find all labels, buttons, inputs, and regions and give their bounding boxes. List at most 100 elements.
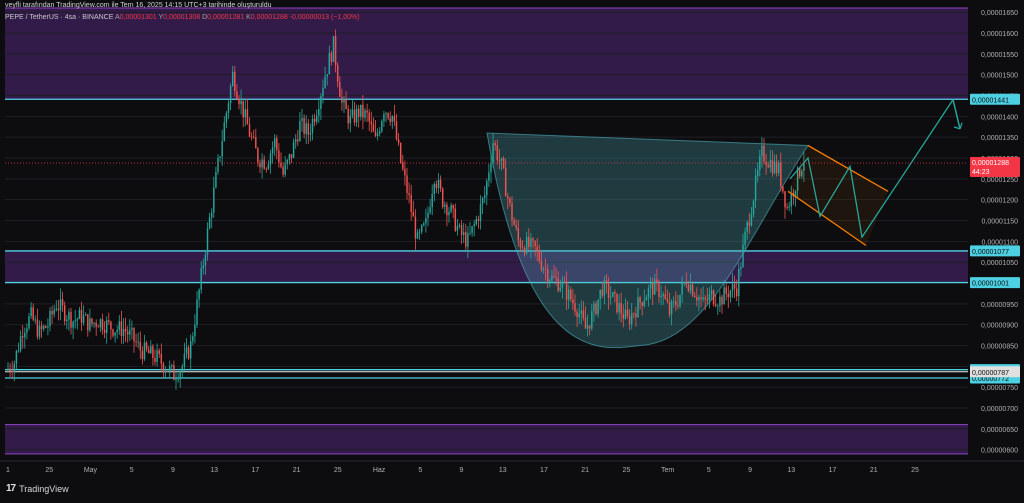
x-tick-label: 25 [911,467,919,474]
candle-body [381,121,383,132]
x-tick-label: 9 [171,467,175,474]
current-price-text: 0,00001288 [972,160,1009,167]
candle-body [492,143,494,163]
candle-body [731,284,734,291]
y-tick-label: 0,00001650 [981,10,1018,17]
candle-body [286,159,289,165]
candle-body [276,138,278,151]
candle-body [30,307,32,317]
candle-body [538,250,541,261]
candle-body [761,145,763,157]
candle-body [139,341,142,351]
candle-body [74,320,76,322]
candle-body [282,167,284,175]
candle-body [389,118,391,122]
candle-body [103,329,106,333]
candle-body [576,311,578,318]
candle-body [572,299,574,304]
candle-body [45,325,47,328]
candle-body [618,302,620,313]
candle-body [284,164,286,175]
candle-body [99,319,102,328]
candle-body [288,154,291,160]
candle-body [9,368,11,372]
candle-body [555,277,557,279]
candle-body [672,300,675,302]
candle-body [261,159,263,168]
candle-body [101,319,104,330]
candle-body [515,224,517,228]
candle-body [622,313,625,319]
candle-body [374,131,377,136]
candle-body [523,247,526,254]
candle-body [706,298,709,301]
candle-body [414,216,417,239]
candle-body [437,179,440,189]
candle-body [561,281,564,288]
candle-body [544,269,547,270]
candle-body [51,310,53,315]
y-tick-label: 0,00001550 [981,52,1018,59]
candle-body [147,349,150,354]
candle-body [679,294,681,307]
candle-body [651,283,654,295]
candle-body [425,218,427,224]
candle-body [475,219,478,225]
candle-body [290,154,293,158]
y-tick-label: 0,00001500 [981,73,1018,80]
candle-body [735,288,738,297]
candle-body [393,116,396,122]
candle-body [32,307,34,320]
candle-body [767,165,769,168]
current-price-bg [970,157,1020,177]
candle-body [28,316,30,329]
candle-body [444,204,446,207]
level-tag-1: 0,00001077 [970,245,1020,257]
candle-body [637,297,639,318]
candle-body [603,280,606,296]
candle-body [534,240,536,247]
candle-body [609,296,612,299]
high-label: Y [158,14,164,21]
candle-body [668,301,671,315]
candle-body [546,269,549,282]
tradingview-brand[interactable]: 17 TradingView [6,483,69,494]
candle-body [630,313,633,324]
candle-body [162,363,165,373]
candle-body [387,113,389,119]
candle-body [450,205,452,212]
candle-body [402,162,404,169]
candle-body [78,309,81,319]
candle-body [91,318,93,324]
projection-arrow-icon [952,99,963,130]
candle-body [500,158,503,161]
candle-body [418,231,421,233]
candle-body [513,220,515,225]
candle-body [158,350,160,354]
symbol-name[interactable]: PEPE / TetherUS · 4sa · BINANCE [5,14,114,21]
candle-body [217,158,219,173]
candle-body [801,170,803,177]
candle-body [145,342,148,350]
candle-body [372,124,375,132]
candle-body [614,292,616,294]
candle-body [183,353,186,367]
y-tick-label: 0,00000950 [981,302,1018,309]
candle-body [714,304,717,306]
candle-body [105,320,108,333]
candle-body [168,365,171,372]
candle-body [675,300,677,306]
candle-body [490,162,492,173]
candle-body [660,295,662,297]
candle-body [328,53,331,75]
candle-body [654,279,656,295]
candle-body [721,296,723,305]
candle-body [332,36,335,62]
candle-body [700,297,702,300]
candle-body [213,187,215,213]
candle-body [528,236,530,247]
candle-body [507,196,509,199]
candle-body [624,309,627,319]
